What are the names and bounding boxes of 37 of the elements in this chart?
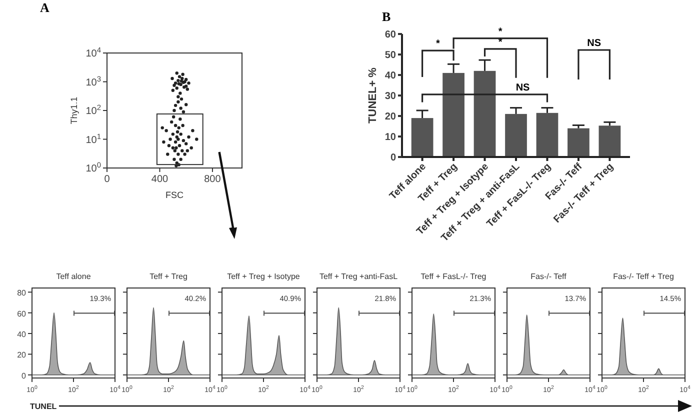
y-tick-label: 80	[17, 288, 27, 298]
y-axis-title: TUNEL+ %	[367, 67, 379, 124]
x-axis-title: FSC	[166, 190, 184, 200]
y-tick-label: 10$^{4}$	[86, 45, 101, 60]
x-tick-label: 0	[104, 174, 110, 185]
chart-title: Teff alone	[56, 272, 92, 281]
y-tick-label: 10	[384, 132, 396, 143]
y-tick-label: 10$^{2}$	[86, 102, 101, 117]
x-tick-label: 400	[151, 174, 169, 185]
y-tick-label: 10$^{1}$	[86, 131, 101, 146]
chart-title: Teff + Treg	[150, 272, 188, 281]
y-tick-label: 10$^{3}$	[86, 74, 101, 88]
chart-title: Fas-/- Teff + Treg	[613, 272, 674, 281]
y-tick-label: 60	[17, 309, 27, 318]
y-tick-label: 50	[384, 50, 396, 61]
y-tick-label: 20	[384, 112, 396, 122]
annotation: NS	[516, 82, 530, 94]
chart-title: Fas-/- Teff	[530, 272, 568, 281]
y-tick-label: 40	[17, 330, 27, 340]
annotation: *	[498, 36, 502, 48]
chart-title: Teff + FasL-/- Treg	[420, 272, 486, 281]
chart-title: B	[382, 9, 391, 24]
y-tick-label: 60	[384, 30, 396, 40]
x-tick-label: 800	[204, 174, 222, 185]
x-axis-title: TUNEL	[30, 402, 57, 411]
annotation: NS	[587, 38, 602, 49]
annotation: *	[436, 38, 440, 50]
y-tick-label: 40	[384, 70, 396, 82]
chart-title: A	[40, 0, 50, 15]
y-tick-label: 20	[17, 350, 27, 360]
chart-title: Teff + Treg + Isotype	[227, 272, 300, 281]
y-axis-title: Thy1.1	[69, 96, 79, 124]
y-tick-label: 30	[384, 91, 396, 102]
y-tick-label: 0	[22, 371, 27, 380]
annotation: *	[498, 26, 502, 38]
y-tick-label: 0	[390, 152, 396, 164]
chart-title: Teff + Treg +anti-FasL	[319, 272, 398, 281]
